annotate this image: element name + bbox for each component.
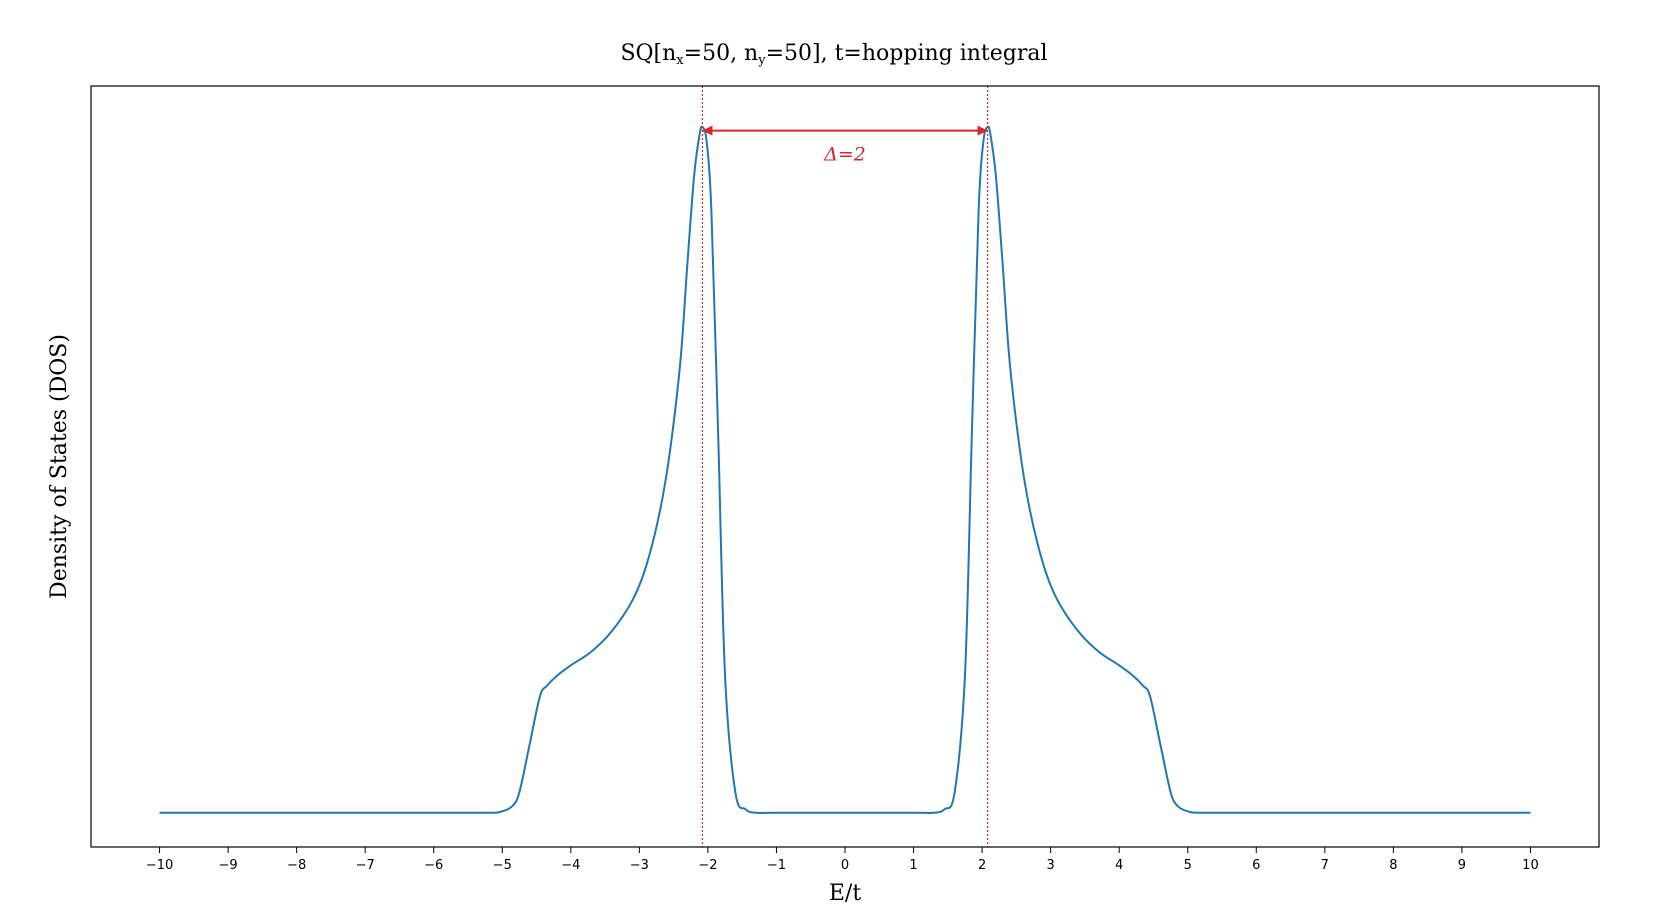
x-tick-label: 10 — [1522, 858, 1539, 873]
x-axis-ticks: −10 −9 −8 −7 −6 −5 −4 −3 −2 −1 0 1 2 3 4 5 6 7 8 9 10 — [146, 847, 1539, 873]
x-tick-label: −5 — [493, 858, 512, 873]
x-tick-label: −1 — [767, 858, 786, 873]
title-part-3: =50], t=hopping integral — [766, 41, 1048, 66]
x-tick-label: −9 — [219, 858, 238, 873]
x-tick-label: −6 — [424, 858, 443, 873]
x-tick-label: 0 — [841, 858, 849, 873]
x-axis-label: E/t — [829, 881, 861, 906]
gap-annotation-label: Δ=2 — [823, 144, 866, 166]
x-tick-label: 6 — [1252, 858, 1260, 873]
x-tick-label: 2 — [978, 858, 986, 873]
title-sub-x: x — [676, 53, 684, 68]
title-part-2: =50, n — [684, 41, 759, 66]
x-tick-label: 3 — [1046, 858, 1054, 873]
chart-title: SQ[nx=50, ny=50], t=hopping integral — [620, 41, 1047, 68]
x-tick-label: 7 — [1321, 858, 1329, 873]
x-tick-label: −8 — [287, 858, 306, 873]
x-tick-label: −2 — [698, 858, 717, 873]
y-axis-label: Density of States (DOS) — [47, 334, 72, 599]
x-tick-label: 9 — [1458, 858, 1466, 873]
title-part-1: SQ[n — [620, 41, 676, 66]
x-tick-label: −3 — [630, 858, 649, 873]
plot-area: Δ=2 — [159, 86, 1531, 847]
dos-series-line — [159, 125, 1531, 814]
x-tick-label: 1 — [909, 858, 917, 873]
x-tick-label: 8 — [1389, 858, 1397, 873]
title-sub-y: y — [757, 53, 766, 68]
x-tick-label: −10 — [146, 858, 173, 873]
x-tick-label: 4 — [1115, 858, 1123, 873]
axes-frame — [90, 85, 1600, 848]
x-tick-label: 5 — [1184, 858, 1192, 873]
x-tick-label: −4 — [561, 858, 580, 873]
x-tick-label: −7 — [356, 858, 375, 873]
